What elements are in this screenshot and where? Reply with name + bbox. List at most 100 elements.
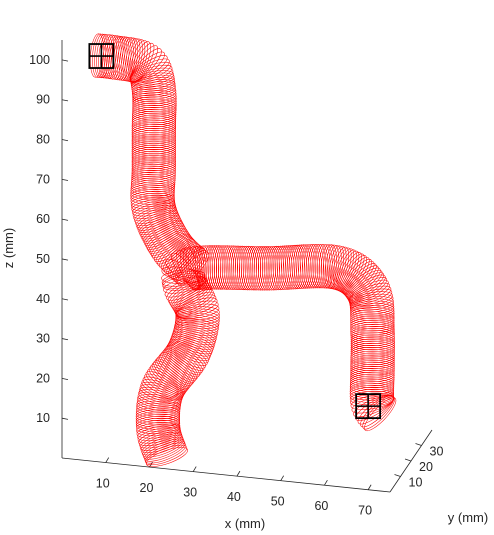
tube-ring (349, 296, 394, 311)
tube-ring (131, 142, 176, 157)
tube-ring (131, 130, 176, 144)
tube-ring (287, 245, 302, 290)
tube-ring (350, 315, 395, 330)
tube-ring (297, 244, 312, 289)
x-tick-label: 60 (314, 499, 328, 513)
tube-ring (350, 342, 395, 357)
x-tick-30 (192, 466, 197, 472)
tube-ring (131, 171, 176, 186)
tube-ring (133, 203, 177, 222)
tube-ring (173, 327, 216, 346)
tube-ring (120, 37, 136, 82)
tube-ring (350, 340, 395, 355)
tube-ring (130, 72, 175, 89)
tube-ring (132, 90, 177, 104)
tube-ring (131, 148, 176, 163)
tube-ring (139, 214, 181, 238)
x-tick-label: 20 (140, 481, 154, 495)
tube-ring (132, 92, 177, 106)
tube-ring (350, 347, 395, 361)
tube-ring (162, 239, 196, 273)
x-tick-10 (105, 457, 110, 463)
tube-ring (139, 430, 182, 449)
tube-ring (132, 106, 177, 121)
tube-ring (274, 245, 289, 290)
z-tick-label: 100 (29, 53, 50, 67)
tube-ring (141, 435, 184, 456)
tube-ring (145, 444, 188, 466)
tube-ring (326, 245, 342, 289)
tube-ring (137, 211, 179, 233)
tube-ring (132, 100, 177, 115)
tube-ring (177, 251, 210, 286)
tube-ring (131, 163, 176, 178)
tube-ring (131, 174, 176, 189)
tube-ring (257, 246, 272, 291)
tube-ring (131, 79, 176, 94)
tube-ring (156, 356, 192, 388)
tube-ring (268, 246, 283, 291)
tube-ring (134, 204, 177, 224)
y-tick-10 (394, 474, 401, 477)
tube-ring (255, 246, 270, 291)
tube-ring (285, 245, 300, 290)
tube-ring (131, 167, 176, 182)
tube-ring (151, 362, 188, 392)
tube-ring (131, 196, 176, 212)
tube-ring (135, 413, 181, 428)
tube-ring (131, 127, 176, 142)
tube-ring (161, 350, 197, 381)
tube-ring (131, 198, 176, 214)
tube-ring (135, 208, 178, 229)
tube-ring (135, 415, 181, 430)
tube-ring (132, 96, 177, 111)
tube-ring (215, 245, 230, 290)
tube-ring (241, 245, 255, 291)
tube-ring (127, 39, 146, 83)
tube-ring (131, 132, 176, 146)
z-tick-100 (61, 59, 69, 62)
tube-ring (171, 334, 213, 355)
tube-ring (350, 319, 395, 334)
tube-ring (350, 365, 395, 380)
tube-ring (148, 227, 188, 254)
tube-ring (130, 186, 175, 201)
tube-ring (169, 244, 201, 279)
y-axis-label: y (mm) (448, 510, 488, 525)
tube-ring (131, 138, 176, 153)
x-tick-label: 10 (96, 477, 110, 491)
tube-ring (349, 291, 393, 308)
z-tick-label: 70 (36, 172, 50, 186)
tube-ring (301, 244, 316, 289)
grid-square-marker (88, 43, 115, 69)
tube-ring (172, 284, 211, 311)
tube-ring (116, 36, 132, 81)
x-tick-70 (367, 484, 372, 490)
tube-ring (236, 245, 251, 291)
tube-ring (350, 361, 395, 376)
tube-ring (136, 419, 181, 434)
tube-ring (272, 245, 287, 291)
tube-ring (145, 223, 185, 248)
tube-ring (173, 247, 204, 282)
tube-ring (131, 119, 177, 134)
tube-ring (131, 169, 176, 184)
tube-ring (350, 330, 395, 344)
tube-ring (350, 305, 395, 319)
tube-ring (130, 190, 175, 205)
tube-ring (209, 245, 224, 290)
tube-ring (168, 243, 200, 278)
tube-ring (159, 237, 194, 269)
tube-ring (136, 400, 181, 416)
tube-ring (131, 81, 176, 97)
tube-ring (126, 38, 143, 82)
tube-ring (350, 344, 395, 359)
tube-ring (138, 428, 182, 446)
x-axis-line (61, 457, 391, 493)
tube-ring (155, 234, 192, 265)
tube-ring (139, 384, 183, 403)
tube-ring (247, 246, 262, 291)
tube-ring (130, 192, 175, 207)
tube-ring (243, 245, 257, 291)
tube-ring (350, 321, 395, 336)
